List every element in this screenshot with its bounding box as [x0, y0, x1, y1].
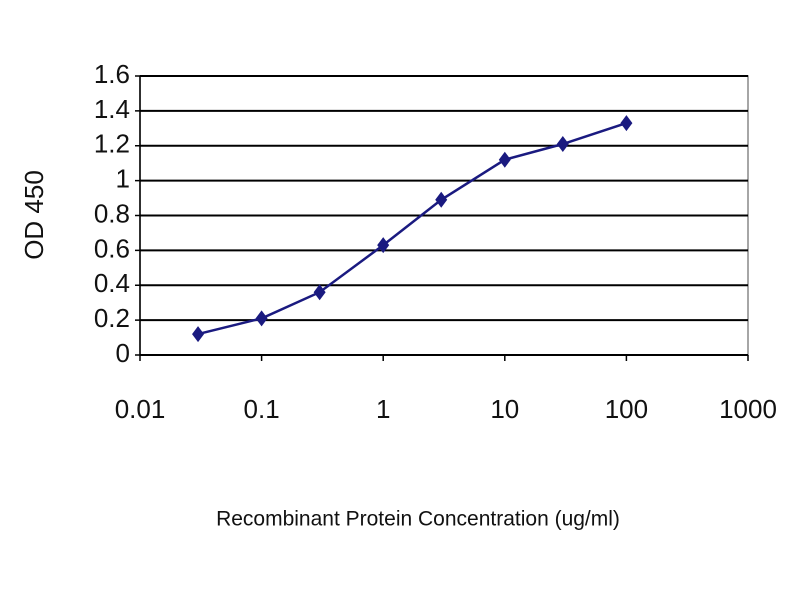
y-tick-label: 0: [116, 338, 130, 368]
data-point: [313, 284, 326, 301]
data-point: [192, 326, 205, 343]
y-tick-label: 0.6: [94, 233, 130, 263]
series-line: [197, 121, 627, 336]
y-tick-label: 1.4: [94, 94, 130, 124]
x-tick-label: 10: [490, 394, 519, 424]
y-tick-label: 1: [116, 164, 130, 194]
y-axis-label: OD 450: [19, 170, 49, 260]
data-point: [435, 191, 448, 208]
x-axis-label: Recombinant Protein Concentration (ug/ml…: [216, 508, 620, 531]
data-point: [556, 136, 569, 153]
x-tick-label: 0.01: [115, 394, 166, 424]
y-tick-label: 1.2: [94, 129, 130, 159]
data-point: [255, 310, 268, 327]
y-tick-label: 0.2: [94, 303, 130, 333]
x-tick-label: 1000: [719, 394, 777, 424]
data-point: [620, 115, 633, 132]
x-tick-label: 100: [605, 394, 648, 424]
y-tick-label: 1.6: [94, 59, 130, 89]
x-tick-label: 1: [376, 394, 390, 424]
y-tick-label: 0.8: [94, 198, 130, 228]
y-tick-label: 0.4: [94, 268, 130, 298]
x-tick-label: 0.1: [244, 394, 280, 424]
data-point: [498, 151, 511, 168]
data-point: [377, 237, 390, 254]
